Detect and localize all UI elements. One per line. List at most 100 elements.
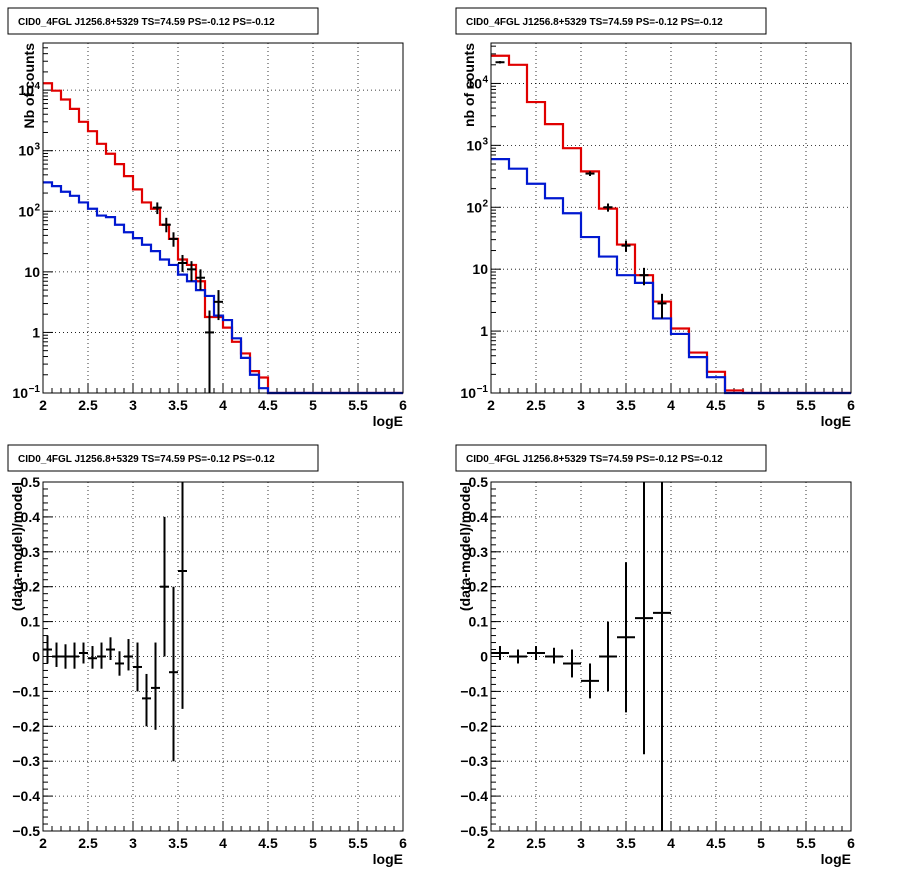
data-point <box>545 647 563 664</box>
y-tick-label: −0.5 <box>12 823 40 839</box>
y-tick-label: 0.2 <box>21 579 41 595</box>
x-tick-label: 4 <box>219 397 227 413</box>
y-tick-label: 0 <box>480 649 488 665</box>
y-tick-label: −0.5 <box>460 823 488 839</box>
data-point <box>160 516 169 657</box>
y-tick-label: 0.1 <box>469 614 489 630</box>
y-tick-label: −0.1 <box>12 683 40 699</box>
data-point <box>581 663 599 699</box>
y-tick-label: 10 <box>466 75 482 91</box>
data-point <box>97 642 106 669</box>
y-tick-exponent: 4 <box>34 81 40 92</box>
y-axis-label: nb of counts <box>461 43 477 127</box>
x-tick-label: 5.5 <box>348 835 368 851</box>
x-tick-label: 4.5 <box>706 397 726 413</box>
data-point <box>178 254 187 272</box>
y-tick-label: −0.4 <box>460 788 488 804</box>
plot-frame <box>42 42 404 394</box>
y-tick-label: 1 <box>32 324 40 340</box>
x-tick-label: 2 <box>39 835 47 851</box>
chart-title: CID0_4FGL J1256.8+5329 TS=74.59 PS=-0.12… <box>18 17 275 28</box>
chart-title: CID0_4FGL J1256.8+5329 TS=74.59 PS=-0.12… <box>18 454 275 465</box>
y-tick-label: 0 <box>32 649 40 665</box>
data-point <box>653 482 671 831</box>
data-point <box>169 232 178 247</box>
chart-panel-3: CID0_4FGL J1256.8+5329 TS=74.59 PS=-0.12… <box>7 444 407 867</box>
data-point <box>79 642 88 664</box>
data-point <box>161 217 171 233</box>
x-tick-label: 5.5 <box>348 397 368 413</box>
y-tick-label: 0.3 <box>469 544 489 560</box>
x-tick-label: 2.5 <box>526 835 546 851</box>
x-tick-label: 6 <box>399 397 407 413</box>
x-tick-label: 5 <box>757 835 765 851</box>
x-tick-label: 3 <box>577 835 585 851</box>
x-tick-label: 4 <box>667 835 675 851</box>
y-tick-label: −0.3 <box>12 753 40 769</box>
chart-panel-1: CID0_4FGL J1256.8+5329 TS=74.59 PS=-0.12… <box>7 7 407 429</box>
data-point <box>124 639 133 671</box>
x-tick-label: 3.5 <box>616 835 636 851</box>
data-point <box>617 562 635 713</box>
x-tick-label: 4 <box>219 835 227 851</box>
data-point <box>603 203 613 212</box>
y-axis-label: (data-model)/model <box>457 482 473 611</box>
y-tick-exponent: 3 <box>34 142 40 153</box>
data-point <box>509 649 527 664</box>
chart-title-box <box>455 444 767 472</box>
x-tick-label: 6 <box>847 397 855 413</box>
data-point <box>639 267 649 286</box>
y-tick-label: 10 <box>466 199 482 215</box>
y-tick-label: 0.3 <box>21 544 41 560</box>
y-tick-exponent: 2 <box>34 202 40 213</box>
data-point <box>88 646 97 669</box>
y-tick-label: 10 <box>472 261 488 277</box>
x-tick-label: 2 <box>487 835 495 851</box>
x-tick-label: 5 <box>757 397 765 413</box>
chart-title: CID0_4FGL J1256.8+5329 TS=74.59 PS=-0.12… <box>466 17 723 28</box>
x-axis-label: logE <box>821 413 851 429</box>
chart-title: CID0_4FGL J1256.8+5329 TS=74.59 PS=-0.12… <box>466 454 723 465</box>
data-point <box>205 310 214 393</box>
data-point <box>585 171 595 176</box>
x-tick-label: 2.5 <box>78 835 98 851</box>
data-point <box>169 586 178 762</box>
y-tick-exponent: −1 <box>29 384 41 395</box>
data-point <box>133 642 142 692</box>
x-tick-label: 2.5 <box>526 397 546 413</box>
data-point <box>599 621 617 692</box>
chart-title-box <box>455 7 767 35</box>
x-tick-label: 3 <box>577 397 585 413</box>
data-point <box>52 642 61 667</box>
y-tick-label: 0.2 <box>469 579 489 595</box>
x-tick-label: 6 <box>847 835 855 851</box>
x-tick-label: 5.5 <box>796 397 816 413</box>
data-point <box>70 642 79 669</box>
data-point <box>491 646 509 660</box>
data-point <box>187 261 196 282</box>
x-tick-label: 4.5 <box>258 397 278 413</box>
x-tick-label: 6 <box>399 835 407 851</box>
x-tick-label: 5.5 <box>796 835 816 851</box>
y-axis-label: (data-model)/model <box>9 482 25 611</box>
data-point <box>178 482 187 709</box>
chart-title-box <box>7 7 319 35</box>
plot-frame <box>490 481 852 832</box>
x-tick-label: 3.5 <box>168 835 188 851</box>
y-tick-exponent: 3 <box>482 136 488 147</box>
data-point <box>61 644 70 669</box>
y-tick-label: 10 <box>18 143 34 159</box>
x-tick-label: 4.5 <box>258 835 278 851</box>
x-tick-label: 5 <box>309 397 317 413</box>
data-point <box>635 482 653 755</box>
y-axis-label: Nb of counts <box>21 43 37 129</box>
y-tick-label: −0.2 <box>12 718 40 734</box>
data-point <box>657 293 667 319</box>
chart-panel-2: CID0_4FGL J1256.8+5329 TS=74.59 PS=-0.12… <box>455 7 855 429</box>
data-point <box>151 642 160 730</box>
y-tick-exponent: 4 <box>482 74 488 85</box>
x-axis-label: logE <box>821 851 851 867</box>
y-tick-label: 10 <box>460 385 476 401</box>
y-tick-label: 0.4 <box>469 509 489 525</box>
